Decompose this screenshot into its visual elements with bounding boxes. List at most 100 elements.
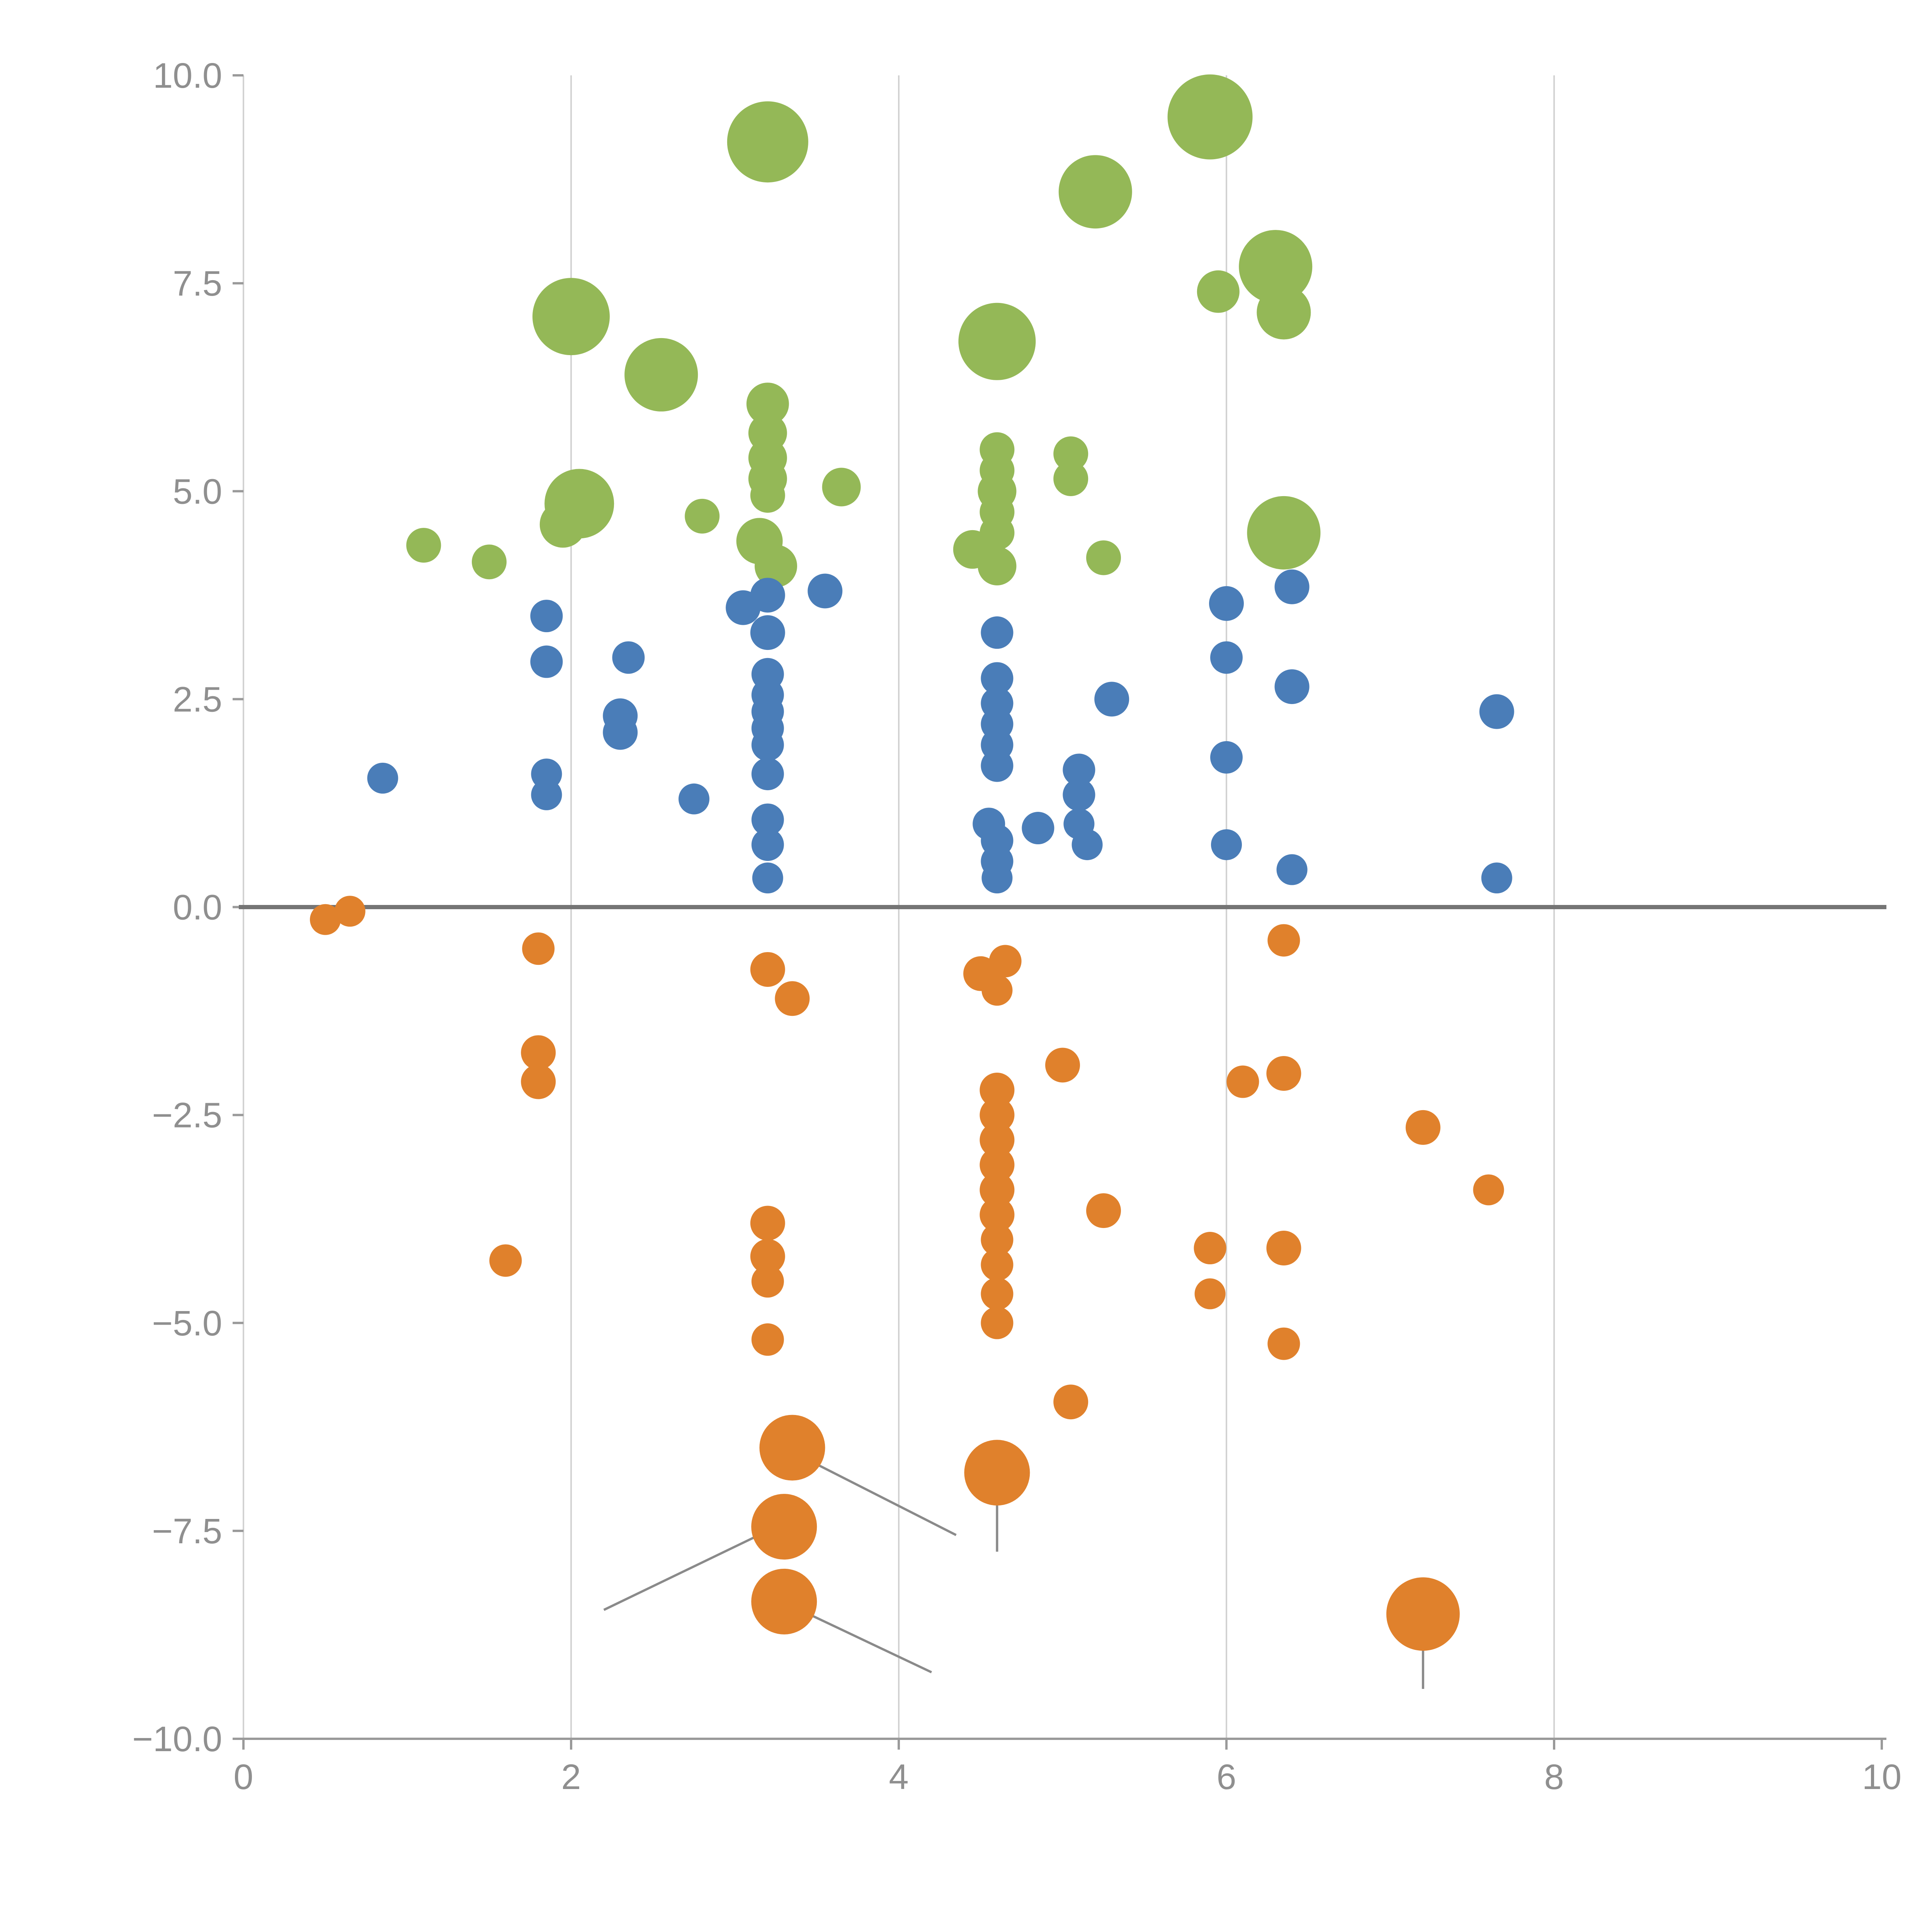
data-point xyxy=(775,981,810,1016)
data-point xyxy=(334,896,366,927)
points-layer xyxy=(310,74,1514,1651)
data-point xyxy=(521,1035,556,1070)
data-point xyxy=(751,828,784,861)
series-blue-cluster-middle xyxy=(367,569,1514,894)
data-point xyxy=(489,1244,522,1277)
x-tick-label: 4 xyxy=(889,1757,908,1797)
data-point xyxy=(1022,812,1054,845)
data-point xyxy=(746,383,789,425)
data-point xyxy=(751,1265,784,1298)
data-point xyxy=(759,1415,825,1481)
data-point xyxy=(751,728,784,761)
data-point xyxy=(727,101,808,183)
data-point xyxy=(1194,1232,1226,1265)
data-point xyxy=(1257,285,1311,340)
data-point xyxy=(1086,1193,1121,1228)
data-point xyxy=(1194,1278,1226,1310)
annotation-leader-line xyxy=(808,1459,957,1536)
data-point xyxy=(981,1277,1014,1310)
data-point xyxy=(1473,1174,1504,1206)
data-point xyxy=(964,1440,1030,1506)
data-point xyxy=(1063,753,1095,786)
axes-layer xyxy=(233,74,1886,1750)
data-point xyxy=(1053,1384,1088,1420)
data-point xyxy=(522,932,555,965)
data-point xyxy=(612,641,645,674)
data-point xyxy=(532,278,610,355)
y-tick-label: −10.0 xyxy=(132,1719,222,1759)
data-point xyxy=(1053,436,1088,471)
y-tick-label: 10.0 xyxy=(153,56,222,95)
data-point xyxy=(531,779,562,810)
data-point xyxy=(980,1122,1015,1158)
data-point xyxy=(1210,741,1243,774)
data-point xyxy=(1481,862,1512,894)
data-point xyxy=(980,1197,1015,1232)
y-tick-label: 0.0 xyxy=(173,888,222,927)
data-point xyxy=(750,952,785,987)
data-point xyxy=(1266,1231,1301,1266)
data-point xyxy=(679,783,709,815)
data-point xyxy=(981,1223,1014,1256)
data-point xyxy=(1267,1327,1300,1360)
y-tick-label: −2.5 xyxy=(152,1096,222,1135)
data-point xyxy=(755,544,797,587)
data-point xyxy=(1063,778,1095,811)
data-point xyxy=(1211,829,1242,861)
data-point xyxy=(1266,1056,1301,1091)
data-point xyxy=(1479,694,1514,729)
data-point xyxy=(981,662,1014,695)
y-tick-label: −7.5 xyxy=(152,1512,222,1551)
data-point xyxy=(750,1239,785,1274)
data-point xyxy=(981,862,1013,894)
annotation-leader-line xyxy=(603,1530,769,1611)
data-point xyxy=(1267,924,1300,957)
data-point xyxy=(751,758,784,791)
data-point xyxy=(1386,1577,1460,1651)
data-point xyxy=(980,1172,1015,1208)
data-point xyxy=(472,544,507,580)
series-orange-cluster-bottom xyxy=(310,896,1504,1651)
data-point xyxy=(980,1073,1015,1108)
data-point xyxy=(751,803,784,836)
data-point xyxy=(367,762,398,794)
data-point xyxy=(958,303,1036,380)
data-point xyxy=(1094,682,1129,717)
data-point xyxy=(1210,641,1243,674)
data-point xyxy=(1276,854,1308,885)
data-point xyxy=(1247,496,1321,570)
data-point xyxy=(1053,461,1088,496)
data-point xyxy=(981,1306,1014,1339)
data-point xyxy=(980,1097,1015,1133)
data-point xyxy=(822,468,861,507)
data-point xyxy=(406,528,441,563)
data-point xyxy=(1197,270,1240,313)
data-point xyxy=(751,1323,784,1356)
x-tick-label: 8 xyxy=(1544,1757,1564,1797)
annotation-leader-line xyxy=(808,1613,932,1673)
data-point xyxy=(750,615,785,650)
data-point xyxy=(539,501,586,548)
data-point xyxy=(1071,829,1103,861)
data-point xyxy=(603,715,638,750)
data-point xyxy=(981,749,1014,782)
y-tick-label: −5.0 xyxy=(152,1304,222,1343)
data-point xyxy=(624,338,698,412)
data-point xyxy=(685,498,720,534)
series-green-cluster-top xyxy=(406,74,1321,587)
data-point xyxy=(808,573,843,609)
data-point xyxy=(750,1206,785,1241)
x-tick-label: 10 xyxy=(1862,1757,1901,1797)
data-point xyxy=(310,904,341,935)
data-point xyxy=(981,975,1013,1006)
y-tick-label: 5.0 xyxy=(173,472,222,511)
data-point xyxy=(989,945,1022,978)
data-point xyxy=(1167,74,1253,160)
x-tick-label: 0 xyxy=(233,1757,253,1797)
data-point xyxy=(1209,586,1244,621)
data-point xyxy=(1086,540,1121,575)
x-tick-label: 6 xyxy=(1216,1757,1236,1797)
data-point xyxy=(750,478,785,513)
data-point xyxy=(981,1248,1014,1281)
